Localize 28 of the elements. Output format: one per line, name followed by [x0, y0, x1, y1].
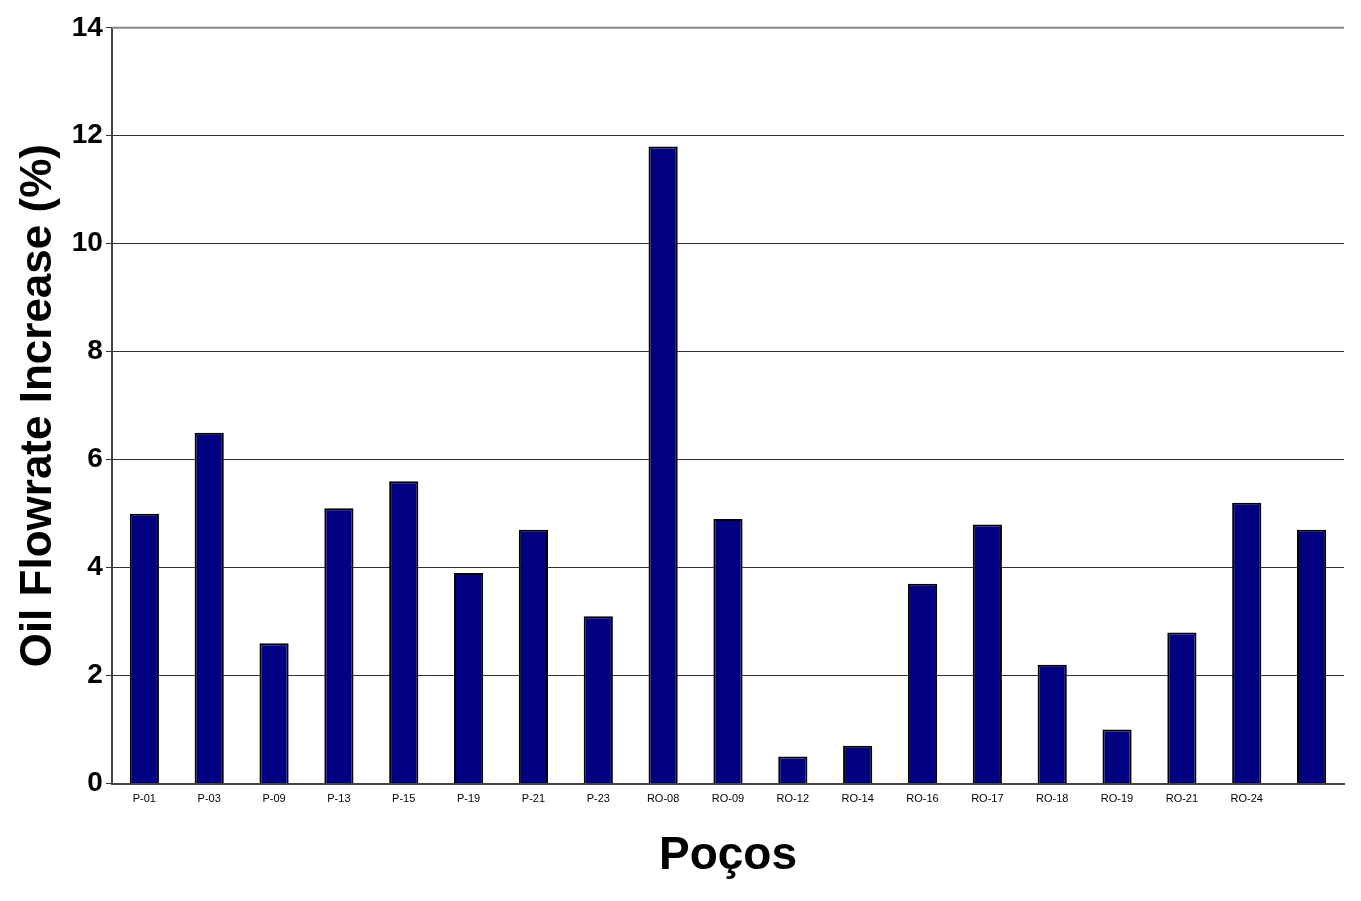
- y-axis-title: Oil Flowrate Increase (%): [10, 144, 60, 668]
- y-tick-label: 6: [87, 442, 103, 474]
- x-tick-label: P-01: [132, 792, 156, 805]
- y-tick-label: 10: [71, 226, 103, 258]
- x-tick-label: RO-09: [711, 792, 745, 805]
- x-tick-label: RO-18: [1035, 792, 1069, 805]
- y-tick-label: 14: [71, 10, 104, 42]
- y-tick-label: 2: [87, 658, 103, 690]
- x-tick-label: P-15: [392, 792, 416, 805]
- x-axis-title: Poços: [658, 827, 797, 880]
- x-tick-label: RO-14: [841, 792, 874, 805]
- x-tick-label: P-19: [456, 792, 481, 805]
- x-tick-label: RO-16: [906, 792, 939, 805]
- x-tick-label: RO-19: [1100, 792, 1134, 805]
- x-tick-label: P-13: [327, 792, 351, 805]
- y-tick-label: 8: [87, 334, 103, 366]
- x-tick-label: P-03: [197, 792, 221, 805]
- x-tick-label: RO-12: [776, 792, 810, 805]
- x-tick-label: P-23: [586, 792, 610, 805]
- x-tick-label: P-09: [262, 792, 286, 805]
- x-tick-label: RO-08: [646, 792, 680, 805]
- x-tick-label: P-21: [521, 792, 546, 805]
- x-tick-label: RO-21: [1165, 792, 1199, 805]
- y-tick-label: 12: [71, 118, 103, 150]
- x-tick-label: RO-24: [1230, 792, 1263, 805]
- y-tick-label: 0: [87, 766, 103, 798]
- y-tick-label: 4: [87, 550, 104, 582]
- x-tick-label: RO-17: [971, 792, 1004, 805]
